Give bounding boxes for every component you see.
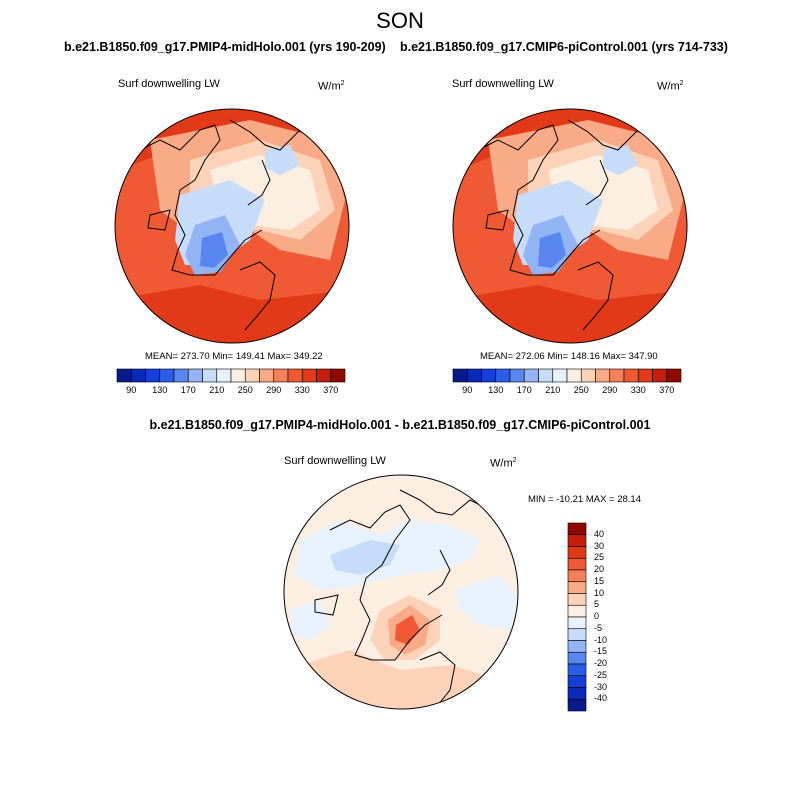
diff-title: b.e21.B1850.f09_g17.PMIP4-midHolo.001 - … (149, 418, 651, 432)
diff-minmax: MIN = -10.21 MAX = 28.14 (528, 494, 642, 505)
right-case-title: b.e21.B1850.f09_g17.CMIP6-piControl.001 … (400, 40, 728, 54)
diff-colorbar-tick-label: -10 (594, 634, 608, 645)
diff-colorbar-tick-label: 10 (594, 587, 605, 598)
right-colorbar-swatch (538, 368, 554, 383)
diff-colorbar-swatch (567, 593, 587, 606)
right-colorbar (452, 368, 682, 383)
right-colorbar-swatch (452, 368, 468, 383)
diff-colorbar-swatch (567, 522, 587, 536)
left-case-title: b.e21.B1850.f09_g17.PMIP4-midHolo.001 (y… (64, 40, 386, 54)
diff-map (284, 475, 518, 709)
right-colorbar-swatch (623, 368, 639, 383)
left-colorbar-swatch (159, 368, 175, 383)
left-colorbar-swatch (187, 368, 203, 383)
left-colorbar-tick-label: 290 (266, 385, 282, 395)
right-variable-label: Surf downwelling LW (452, 78, 554, 90)
diff-colorbar-tick-label: -20 (594, 658, 608, 668)
left-variable-label: Surf downwelling LW (118, 78, 220, 90)
right-unit-label: W/m2 (657, 80, 684, 93)
diff-colorbar-swatch (567, 687, 587, 700)
right-colorbar-swatch (509, 368, 525, 383)
right-colorbar-swatch (495, 368, 511, 383)
diff-colorbar-tick-label: 30 (594, 540, 605, 551)
left-map (115, 109, 349, 343)
left-unit-label: W/m2 (318, 80, 345, 93)
left-colorbar-tick-label: 330 (294, 385, 310, 395)
right-colorbar-swatch (566, 368, 582, 383)
left-colorbar-swatch (230, 368, 246, 383)
right-colorbar-swatch (637, 368, 653, 383)
left-colorbar-swatch (287, 368, 303, 383)
diff-colorbar-tick-label: -40 (594, 693, 608, 704)
left-colorbar-swatch (316, 368, 332, 383)
right-colorbar-tick-label: 370 (659, 385, 675, 395)
right-colorbar-tick-label: 130 (488, 385, 504, 395)
right-map (453, 109, 687, 343)
diff-unit-label: W/m2 (490, 457, 517, 470)
left-colorbar-tick-label: 370 (323, 385, 339, 395)
left-colorbar-tick-label: 250 (237, 385, 253, 395)
diff-colorbar-swatch (567, 663, 587, 677)
left-colorbar-swatch (244, 368, 260, 383)
left-colorbar-tick-label: 170 (180, 385, 196, 395)
right-colorbar-swatch (523, 368, 539, 383)
right-colorbar-swatch (666, 368, 682, 383)
diff-colorbar-swatch (567, 569, 587, 583)
left-colorbar-swatch (145, 368, 161, 383)
left-stats: MEAN= 273.70 Min= 149.41 Max= 349.22 (145, 351, 323, 362)
right-colorbar-swatch (481, 368, 497, 383)
right-stats: MEAN= 272.06 Min= 148.16 Max= 347.90 (480, 351, 658, 362)
left-colorbar-swatch (130, 368, 146, 383)
right-colorbar-tick-label: 330 (630, 385, 646, 395)
diff-colorbar-tick-label: 0 (594, 611, 600, 621)
left-colorbar-tick-label: 210 (209, 385, 225, 395)
diff-colorbar-swatch (567, 640, 587, 653)
diff-colorbar-swatch (567, 534, 587, 547)
diff-colorbar-swatch (567, 698, 587, 712)
left-colorbar-tick-label: 90 (126, 385, 137, 395)
left-colorbar-swatch (259, 368, 275, 383)
diff-colorbar-tick-label: 40 (594, 528, 605, 539)
diff-colorbar-swatch (567, 675, 587, 688)
right-colorbar-swatch (595, 368, 611, 383)
diff-colorbar-tick-label: 5 (594, 599, 600, 610)
right-colorbar-swatch (580, 368, 596, 383)
left-colorbar-swatch (330, 368, 346, 383)
diff-colorbar-swatch (567, 604, 587, 618)
right-colorbar-swatch (652, 368, 668, 383)
diff-colorbar-swatch (567, 616, 587, 630)
right-colorbar-swatch (609, 368, 625, 383)
diff-colorbar (567, 522, 587, 712)
diff-colorbar-swatch (567, 546, 587, 559)
left-colorbar-swatch (116, 368, 132, 383)
diff-colorbar-tick-label: -25 (594, 669, 608, 680)
right-colorbar-tick-label: 210 (545, 385, 561, 395)
left-colorbar (116, 368, 346, 383)
diff-colorbar-swatch (567, 651, 587, 665)
season-title: SON (376, 8, 424, 33)
left-colorbar-swatch (173, 368, 189, 383)
right-colorbar-swatch (552, 368, 568, 383)
diff-colorbar-tick-label: -15 (594, 646, 608, 657)
left-colorbar-swatch (216, 368, 232, 383)
right-colorbar-tick-label: 290 (602, 385, 618, 395)
diff-colorbar-tick-label: 25 (594, 552, 605, 563)
left-colorbar-swatch (202, 368, 218, 383)
diff-colorbar-tick-label: -5 (594, 622, 603, 633)
left-colorbar-swatch (301, 368, 317, 383)
right-colorbar-tick-label: 170 (516, 385, 532, 395)
right-colorbar-swatch (466, 368, 482, 383)
diff-colorbar-swatch (567, 581, 587, 594)
diff-colorbar-swatch (567, 628, 587, 641)
diff-colorbar-tick-label: -30 (594, 681, 608, 692)
right-colorbar-tick-label: 90 (462, 385, 473, 395)
left-colorbar-swatch (273, 368, 289, 383)
diff-colorbar-tick-label: 15 (594, 575, 605, 586)
diff-variable-label: Surf downwelling LW (284, 455, 386, 467)
diff-colorbar-swatch (567, 557, 587, 571)
left-colorbar-tick-label: 130 (152, 385, 168, 395)
diff-colorbar-tick-label: 20 (594, 564, 605, 574)
right-colorbar-tick-label: 250 (573, 385, 589, 395)
